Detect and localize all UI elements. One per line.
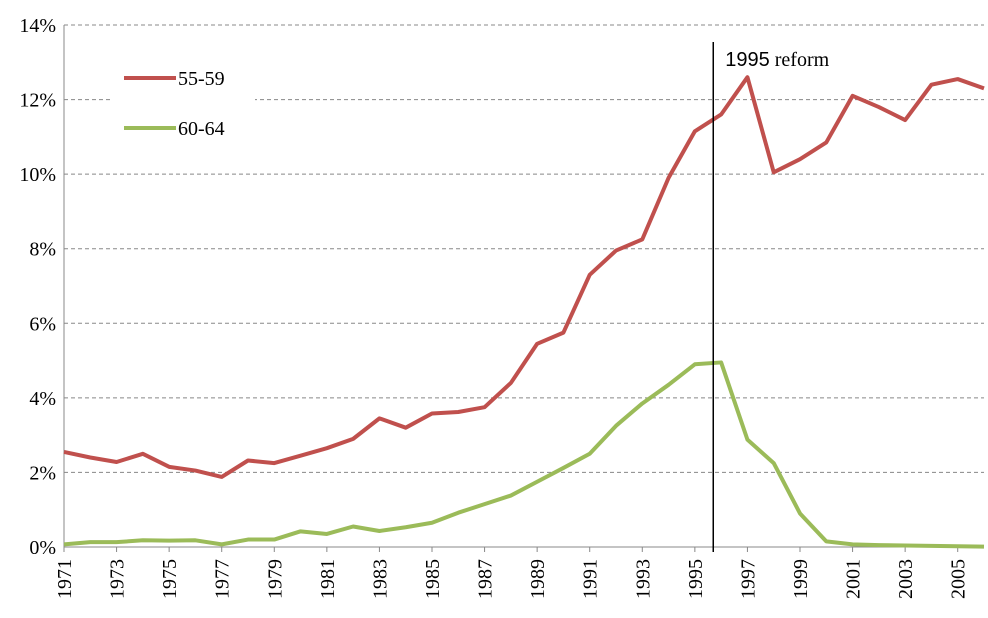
y-tick-label: 2%: [29, 462, 56, 484]
x-tick-label: 1999: [790, 559, 812, 599]
y-tick-label: 0%: [29, 537, 56, 559]
x-tick-label: 2003: [895, 559, 917, 599]
x-tick-label: 1991: [580, 559, 602, 599]
annotation-text: reform: [775, 49, 830, 71]
legend-label: 55-59: [178, 68, 225, 90]
legend-box: [110, 60, 255, 150]
x-tick-label: 1975: [159, 559, 181, 599]
x-tick-label: 2005: [948, 559, 970, 599]
x-tick-label: 1983: [369, 559, 391, 599]
x-tick-label: 1989: [527, 559, 549, 599]
y-tick-label: 6%: [29, 313, 56, 335]
y-tick-label: 12%: [19, 90, 56, 112]
x-tick-label: 1993: [632, 559, 654, 599]
data-line: [63, 360, 985, 549]
x-tick-label: 1995: [685, 559, 707, 599]
legend-label: 60-64: [178, 118, 225, 140]
x-tick-label: 1979: [264, 559, 286, 599]
x-tick-label: 1981: [317, 559, 339, 599]
y-tick-label: 8%: [29, 239, 56, 261]
y-tick-label: 14%: [19, 15, 56, 37]
y-tick-label: 10%: [19, 164, 56, 186]
annotation-number: 1995: [725, 49, 770, 71]
data-line: [63, 75, 985, 479]
x-tick-label: 1971: [54, 559, 76, 599]
annotation: 1995 reform: [725, 49, 829, 71]
x-tick-label: 1985: [422, 559, 444, 599]
x-tick-label: 1977: [212, 559, 234, 599]
x-tick-label: 1973: [107, 559, 129, 599]
x-tick-label: 1987: [475, 559, 497, 599]
x-tick-label: 1997: [737, 559, 759, 599]
x-tick-label: 2001: [843, 559, 865, 599]
y-tick-label: 4%: [29, 388, 56, 410]
